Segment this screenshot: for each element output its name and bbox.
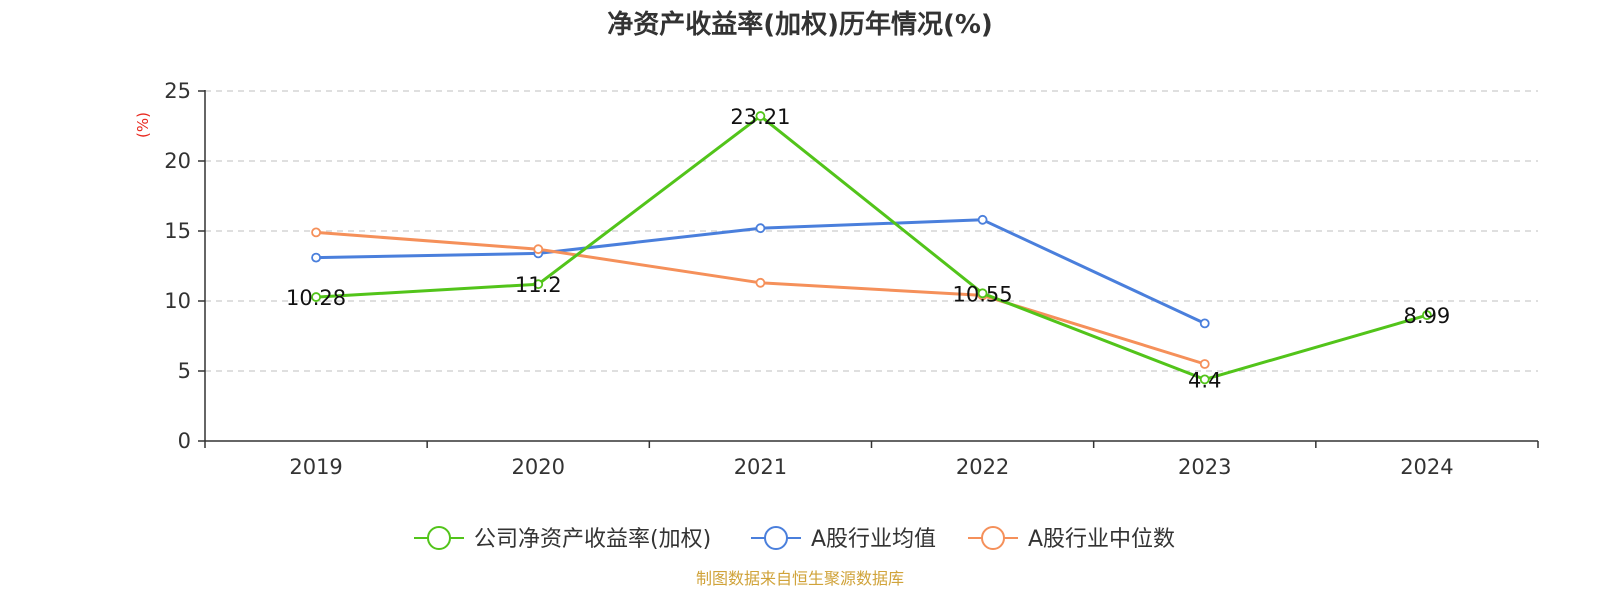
series-1 [311, 214, 1210, 329]
axes: 0 5 10 15 20 25 2019 2020 2021 2022 2023 2024 [164, 79, 1539, 479]
y-tick-label: 25 [164, 79, 191, 103]
data-point [755, 111, 766, 121]
series-line [315, 230, 1206, 366]
legend-marker [764, 526, 788, 550]
data-label: 11.2 [515, 273, 562, 297]
series-line [316, 218, 1206, 325]
data-point [311, 292, 321, 302]
legend-item-0: 公司净资产收益率(加权) [414, 526, 711, 552]
x-tick-label: 2019 [289, 455, 342, 479]
y-tick-label: 10 [164, 289, 191, 313]
x-tick-label: 2024 [1400, 455, 1453, 479]
data-point [311, 227, 321, 238]
legend-marker [981, 526, 1005, 550]
series-0 [311, 111, 1432, 385]
y-tick-label: 15 [164, 219, 191, 243]
data-point [1199, 359, 1210, 369]
source-note: 制图数据来自恒生聚源数据库 [696, 569, 904, 588]
y-tick-label: 0 [178, 429, 191, 453]
series-2 [311, 227, 1210, 369]
x-tick-label: 2023 [1178, 455, 1231, 479]
data-point [311, 252, 321, 263]
legend-marker [427, 526, 451, 550]
chart-title: 净资产收益率(加权)历年情况(%) [607, 9, 993, 40]
x-tick-label: 2020 [512, 455, 565, 479]
data-point [1199, 374, 1210, 385]
data-point [533, 279, 544, 290]
grid-lines [205, 90, 1538, 372]
y-tick-label: 20 [164, 149, 191, 173]
y-axis-label: (%) [134, 112, 152, 138]
legend-label: 公司净资产收益率(加权) [474, 527, 711, 552]
data-point [533, 244, 544, 255]
data-point [755, 277, 766, 288]
data-point [977, 288, 988, 299]
data-label: 10.28 [286, 286, 346, 310]
data-label: 8.99 [1404, 304, 1451, 328]
legend-item-1: A股行业均值 [751, 526, 936, 552]
data-point [755, 223, 766, 234]
legend: 公司净资产收益率(加权) A股行业均值 A股行业中位数 [414, 526, 1175, 552]
series-group [311, 111, 1432, 385]
x-tick-label: 2022 [956, 455, 1009, 479]
legend-label: A股行业均值 [811, 527, 936, 552]
data-point [977, 214, 988, 225]
data-label: 10.55 [953, 282, 1013, 306]
data-labels: 10.28 11.2 23.21 10.55 4.4 8.99 [286, 105, 1450, 392]
data-label: 23.21 [730, 105, 790, 129]
legend-item-2: A股行业中位数 [968, 526, 1175, 552]
series-line [315, 114, 1428, 381]
data-point [1199, 318, 1210, 329]
data-label: 4.4 [1188, 368, 1221, 392]
data-point [1422, 310, 1432, 321]
y-tick-label: 5 [178, 359, 191, 383]
x-tick-label: 2021 [734, 455, 787, 479]
legend-label: A股行业中位数 [1028, 527, 1175, 552]
